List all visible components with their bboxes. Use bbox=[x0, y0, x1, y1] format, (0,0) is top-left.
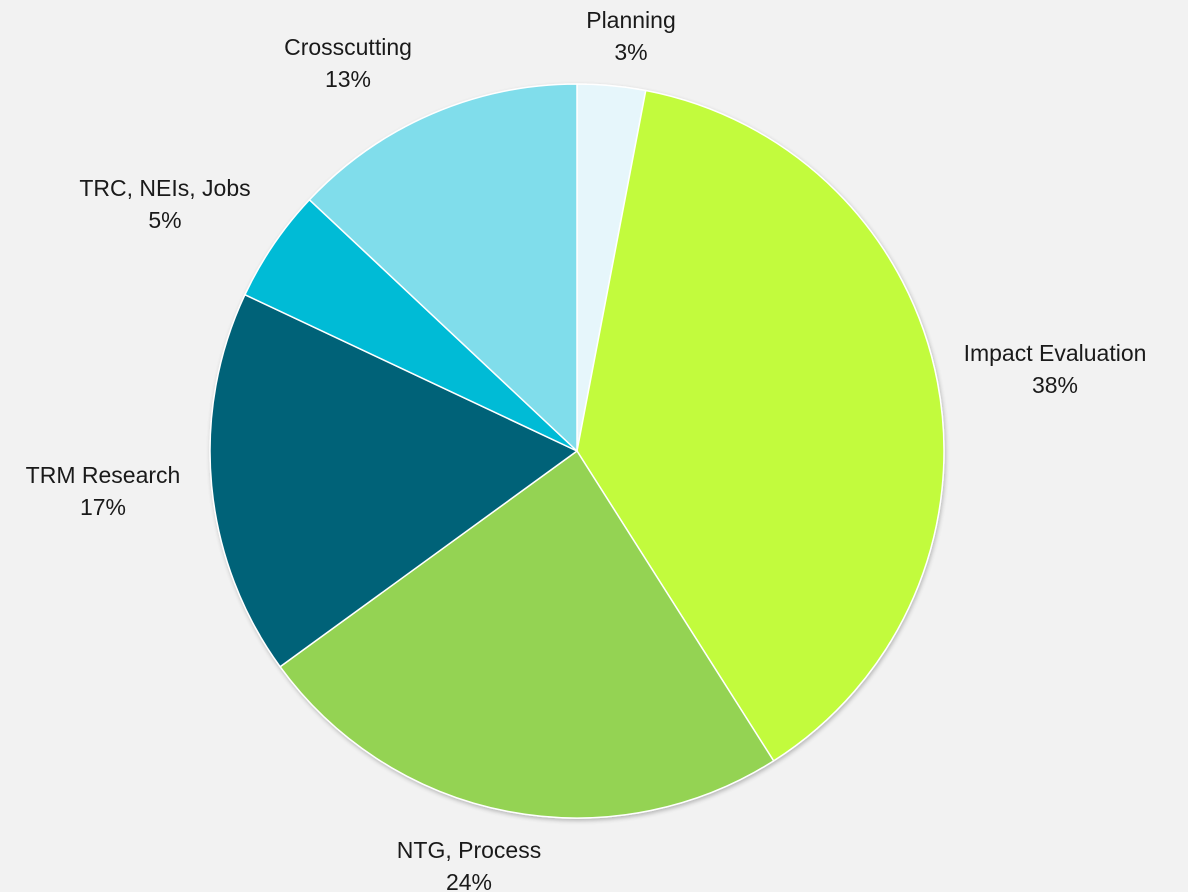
pie-slice-crosscutting bbox=[308, 83, 578, 452]
data-label-percent: 5% bbox=[148, 207, 181, 233]
data-label-category: Crosscutting bbox=[284, 34, 412, 60]
data-label-category: TRC, NEIs, Jobs bbox=[79, 175, 250, 201]
pie-slices bbox=[209, 83, 945, 819]
data-label-category: Planning bbox=[586, 7, 676, 33]
data-label-crosscutting: Crosscutting 13% bbox=[284, 34, 412, 92]
data-label-category: TRM Research bbox=[26, 462, 181, 488]
data-label-percent: 3% bbox=[614, 39, 647, 65]
data-label-percent: 13% bbox=[325, 66, 371, 92]
data-label-ntg-process: NTG, Process 24% bbox=[397, 837, 541, 892]
data-label-percent: 38% bbox=[1032, 372, 1078, 398]
data-label-category: Impact Evaluation bbox=[964, 340, 1147, 366]
pie-slice-trm-research bbox=[209, 293, 578, 668]
data-label-percent: 24% bbox=[446, 869, 492, 892]
data-label-planning: Planning 3% bbox=[586, 7, 676, 65]
pie-slice-ntg-process bbox=[279, 450, 775, 819]
data-label-trc-neis-jobs: TRC, NEIs, Jobs 5% bbox=[79, 175, 250, 233]
pie-labels: Planning 3% Impact Evaluation 38% NTG, Proce… bbox=[26, 7, 1147, 892]
data-label-trm-research: TRM Research 17% bbox=[26, 462, 181, 520]
pie-slice-impact-evaluation bbox=[576, 89, 945, 762]
data-label-category: NTG, Process bbox=[397, 837, 541, 863]
data-label-impact-evaluation: Impact Evaluation 38% bbox=[964, 340, 1147, 398]
data-label-percent: 17% bbox=[80, 494, 126, 520]
